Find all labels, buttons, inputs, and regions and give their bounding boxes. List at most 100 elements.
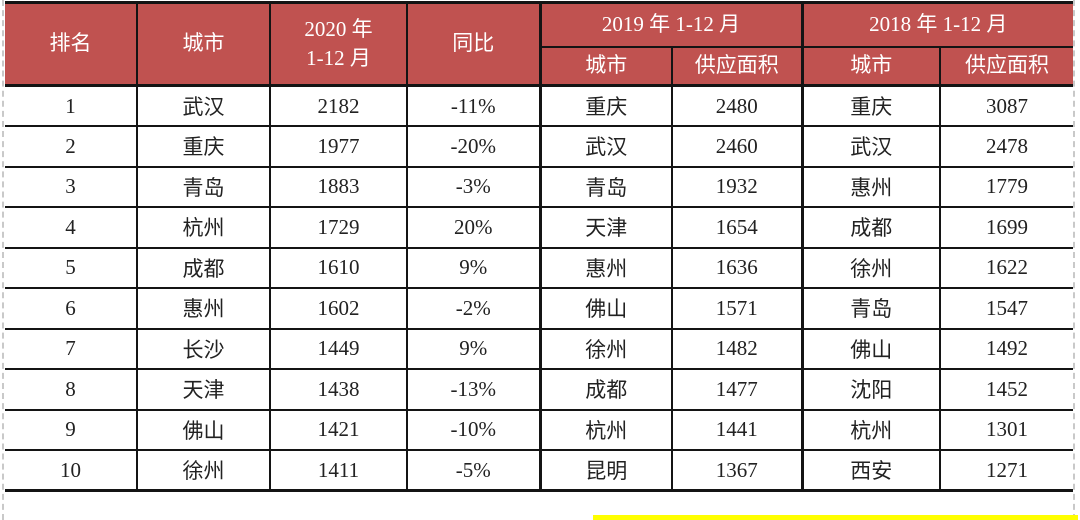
yoy-cell: 20% bbox=[406, 206, 541, 249]
city-2018-cell: 重庆 bbox=[800, 84, 941, 127]
city-2018-cell: 徐州 bbox=[800, 246, 941, 289]
city-2020-cell: 天津 bbox=[136, 368, 271, 411]
supply-2020-cell: 1449 bbox=[269, 327, 408, 370]
yoy-cell: 9% bbox=[406, 327, 541, 370]
city-2020-cell: 佛山 bbox=[136, 408, 271, 451]
table-row: 6 惠州 1602 -2% 佛山 1571 青岛 1547 bbox=[5, 287, 1073, 330]
table-row: 10 徐州 1411 -5% 昆明 1367 西安 1271 bbox=[5, 449, 1073, 492]
city-2020-cell: 杭州 bbox=[136, 206, 271, 249]
city-2020-cell: 惠州 bbox=[136, 287, 271, 330]
supply-2020-cell: 1610 bbox=[269, 246, 408, 289]
yoy-cell: -13% bbox=[406, 368, 541, 411]
city-2020-cell: 徐州 bbox=[136, 449, 271, 492]
supply-2018-cell: 1452 bbox=[939, 368, 1073, 411]
supply-2020-cell: 1729 bbox=[269, 206, 408, 249]
table-row: 2 重庆 1977 -20% 武汉 2460 武汉 2478 bbox=[5, 125, 1073, 168]
rank-cell: 2 bbox=[5, 125, 138, 168]
supply-ranking-table: 排名 城市 2020 年 1-12 月 同比 2019 年 1-12 月 201… bbox=[5, 1, 1073, 492]
city-2020-cell: 长沙 bbox=[136, 327, 271, 370]
supply-2020-cell: 1411 bbox=[269, 449, 408, 492]
rank-cell: 7 bbox=[5, 327, 138, 370]
city-2019-cell: 惠州 bbox=[538, 246, 673, 289]
city-2018-cell: 西安 bbox=[800, 449, 941, 492]
yoy-cell: -3% bbox=[406, 165, 541, 208]
supply-2020-cell: 1438 bbox=[269, 368, 408, 411]
city-2018-cell: 青岛 bbox=[800, 287, 941, 330]
supply-2018-cell: 1547 bbox=[939, 287, 1073, 330]
supply-2018-cell: 1622 bbox=[939, 246, 1073, 289]
header-yoy: 同比 bbox=[406, 1, 541, 87]
supply-2019-cell: 1932 bbox=[671, 165, 803, 208]
supply-2018-cell: 1779 bbox=[939, 165, 1073, 208]
supply-2018-cell: 2478 bbox=[939, 125, 1073, 168]
rank-cell: 4 bbox=[5, 206, 138, 249]
rank-cell: 10 bbox=[5, 449, 138, 492]
city-2020-cell: 成都 bbox=[136, 246, 271, 289]
supply-2020-cell: 1602 bbox=[269, 287, 408, 330]
supply-2018-cell: 1271 bbox=[939, 449, 1073, 492]
rank-cell: 6 bbox=[5, 287, 138, 330]
supply-2019-cell: 1654 bbox=[671, 206, 803, 249]
header-supply-2019: 供应面积 bbox=[671, 45, 803, 87]
supply-2018-cell: 1699 bbox=[939, 206, 1073, 249]
city-2019-cell: 成都 bbox=[538, 368, 673, 411]
city-2018-cell: 武汉 bbox=[800, 125, 941, 168]
yoy-cell: 9% bbox=[406, 246, 541, 289]
city-2019-cell: 重庆 bbox=[538, 84, 673, 127]
supply-2019-cell: 1477 bbox=[671, 368, 803, 411]
yoy-cell: -10% bbox=[406, 408, 541, 451]
supply-2019-cell: 1636 bbox=[671, 246, 803, 289]
table-header: 排名 城市 2020 年 1-12 月 同比 2019 年 1-12 月 201… bbox=[5, 1, 1073, 87]
table-row: 7 长沙 1449 9% 徐州 1482 佛山 1492 bbox=[5, 327, 1073, 370]
city-2018-cell: 沈阳 bbox=[800, 368, 941, 411]
supply-2020-cell: 1883 bbox=[269, 165, 408, 208]
city-2018-cell: 成都 bbox=[800, 206, 941, 249]
rank-cell: 1 bbox=[5, 84, 138, 127]
city-2020-cell: 武汉 bbox=[136, 84, 271, 127]
header-period-2020-line2: 1-12 月 bbox=[306, 46, 371, 70]
header-supply-2018: 供应面积 bbox=[939, 45, 1073, 87]
supply-2019-cell: 2460 bbox=[671, 125, 803, 168]
yoy-cell: -11% bbox=[406, 84, 541, 127]
city-2019-cell: 佛山 bbox=[538, 287, 673, 330]
city-2019-cell: 天津 bbox=[538, 206, 673, 249]
yoy-cell: -5% bbox=[406, 449, 541, 492]
city-2019-cell: 青岛 bbox=[538, 165, 673, 208]
supply-2019-cell: 1482 bbox=[671, 327, 803, 370]
supply-2018-cell: 1492 bbox=[939, 327, 1073, 370]
rank-cell: 3 bbox=[5, 165, 138, 208]
header-row-groups: 排名 城市 2020 年 1-12 月 同比 2019 年 1-12 月 201… bbox=[5, 1, 1073, 87]
table-row: 3 青岛 1883 -3% 青岛 1932 惠州 1779 bbox=[5, 165, 1073, 208]
header-city-2020: 城市 bbox=[136, 1, 271, 87]
supply-2019-cell: 2480 bbox=[671, 84, 803, 127]
rank-cell: 9 bbox=[5, 408, 138, 451]
header-period-2020-line1: 2020 年 bbox=[304, 16, 373, 41]
city-2019-cell: 武汉 bbox=[538, 125, 673, 168]
rank-cell: 5 bbox=[5, 246, 138, 289]
supply-2018-cell: 1301 bbox=[939, 408, 1073, 451]
supply-2019-cell: 1441 bbox=[671, 408, 803, 451]
header-period-2020: 2020 年 1-12 月 bbox=[269, 1, 408, 87]
table-row: 5 成都 1610 9% 惠州 1636 徐州 1622 bbox=[5, 246, 1073, 289]
header-group-2019: 2019 年 1-12 月 bbox=[538, 1, 803, 48]
city-2019-cell: 杭州 bbox=[538, 408, 673, 451]
page-break-dashed-line-right bbox=[1073, 0, 1075, 520]
city-2018-cell: 杭州 bbox=[800, 408, 941, 451]
table-body: 1 武汉 2182 -11% 重庆 2480 重庆 3087 2 重庆 1977 -20% 武汉 2460… bbox=[5, 84, 1073, 492]
supply-2020-cell: 2182 bbox=[269, 84, 408, 127]
supply-2019-cell: 1367 bbox=[671, 449, 803, 492]
city-2020-cell: 重庆 bbox=[136, 125, 271, 168]
table-row: 9 佛山 1421 -10% 杭州 1441 杭州 1301 bbox=[5, 408, 1073, 451]
supply-2018-cell: 3087 bbox=[939, 84, 1073, 127]
supply-2020-cell: 1977 bbox=[269, 125, 408, 168]
header-row-sub: 城市 供应面积 城市 供应面积 bbox=[5, 45, 1073, 87]
table-row: 8 天津 1438 -13% 成都 1477 沈阳 1452 bbox=[5, 368, 1073, 411]
header-group-2018: 2018 年 1-12 月 bbox=[800, 1, 1073, 48]
rank-cell: 8 bbox=[5, 368, 138, 411]
page-break-dashed-line-left bbox=[2, 0, 4, 520]
yoy-cell: -2% bbox=[406, 287, 541, 330]
city-2019-cell: 昆明 bbox=[538, 449, 673, 492]
city-2018-cell: 佛山 bbox=[800, 327, 941, 370]
table-row: 1 武汉 2182 -11% 重庆 2480 重庆 3087 bbox=[5, 84, 1073, 127]
